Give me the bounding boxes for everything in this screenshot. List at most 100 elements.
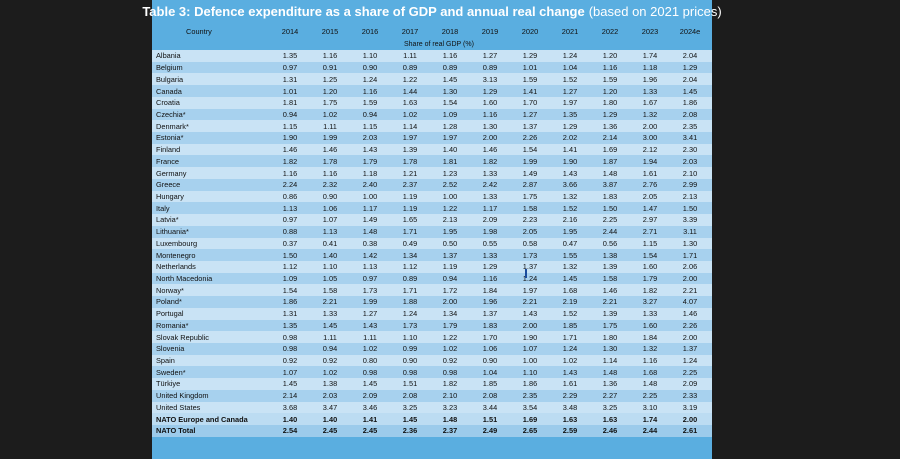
- value-cell: 1.90: [522, 332, 538, 342]
- value-cell: 2.42: [482, 180, 498, 190]
- country-cell: United States: [156, 402, 201, 412]
- value-cell: 0.98: [402, 367, 418, 377]
- value-cell: 1.83: [602, 191, 618, 201]
- value-cell: 1.16: [282, 168, 298, 178]
- table-title: Table 3: Defence expenditure as a share …: [142, 0, 721, 22]
- table-row: Germany 1.16 1.16 1.18 1.21 1.23 1.33 1.49 1.43 1…: [152, 167, 712, 179]
- value-cell: 2.24: [282, 180, 298, 190]
- value-cell: 0.80: [362, 356, 378, 366]
- table-row: Netherlands 1.12 1.10 1.13 1.12 1.19 1.29 1.37 1…: [152, 260, 712, 273]
- value-cell: 0.99: [402, 344, 418, 354]
- country-cell: Portugal: [156, 309, 184, 319]
- value-cell: 0.89: [402, 274, 418, 284]
- table-subheader-row: Share of real GDP (%): [152, 38, 712, 50]
- value-cell: 1.27: [482, 51, 498, 61]
- value-cell: 1.27: [522, 109, 538, 119]
- value-cell: 0.98: [282, 332, 298, 342]
- value-cell: 1.19: [402, 191, 418, 201]
- table-row: Luxembourg 0.37 0.41 0.38 0.49 0.50 0.55 0.58 0.…: [152, 237, 712, 250]
- table-row: Albania 1.35 1.16 1.10 1.11 1.16 1.27 1.29 1.24 1…: [152, 50, 712, 62]
- value-cell: 1.30: [442, 86, 458, 96]
- value-cell: 0.47: [562, 238, 578, 248]
- value-cell: 1.14: [602, 356, 618, 366]
- value-cell: 0.89: [482, 63, 498, 73]
- value-cell: 1.11: [323, 121, 337, 131]
- value-cell: 2.32: [322, 180, 338, 190]
- value-cell: 1.10: [322, 262, 338, 272]
- country-cell: Lithuania*: [156, 227, 189, 237]
- value-cell: 2.27: [602, 391, 618, 401]
- value-cell: 3.46: [362, 402, 378, 412]
- value-cell: 2.25: [602, 215, 618, 225]
- value-cell: 1.04: [482, 367, 498, 377]
- defence-expenditure-table: Country 2014 2015 2016 2017 2018 2019 2020 2021…: [152, 24, 712, 459]
- value-cell: 2.00: [682, 274, 698, 284]
- value-cell: 1.79: [642, 274, 658, 284]
- value-cell: 1.71: [682, 250, 698, 260]
- country-cell: Hungary: [156, 191, 184, 201]
- value-cell: 1.74: [642, 51, 658, 61]
- value-cell: 1.29: [522, 51, 538, 61]
- value-cell: 1.84: [482, 285, 498, 295]
- value-cell: 1.35: [282, 320, 298, 330]
- value-cell: 1.96: [482, 297, 498, 307]
- value-cell: 0.94: [322, 344, 338, 354]
- value-cell: 1.43: [362, 145, 378, 155]
- value-cell: 2.26: [522, 133, 538, 143]
- value-cell: 1.32: [642, 344, 658, 354]
- value-cell: 1.29: [682, 63, 698, 73]
- value-cell: 1.97: [402, 133, 418, 143]
- value-cell: 2.35: [522, 391, 538, 401]
- value-cell: 1.29: [562, 121, 578, 131]
- table-row: Belgium 0.97 0.91 0.90 0.89 0.89 0.89 1.01 1.04 1…: [152, 61, 712, 74]
- value-cell: 0.90: [322, 191, 338, 201]
- value-cell: 2.76: [642, 180, 658, 190]
- value-cell: 2.14: [602, 133, 618, 143]
- value-cell: 2.59: [562, 426, 578, 436]
- value-cell: 1.43: [362, 320, 378, 330]
- country-cell: Poland*: [156, 297, 182, 307]
- value-cell: 2.05: [522, 227, 538, 237]
- value-cell: 1.50: [682, 203, 698, 213]
- value-cell: 2.12: [642, 145, 658, 155]
- value-cell: 1.95: [442, 227, 458, 237]
- value-cell: 3.13: [482, 74, 498, 84]
- value-cell: 1.22: [442, 332, 458, 342]
- value-cell: 2.37: [442, 426, 458, 436]
- value-cell: 1.39: [402, 145, 418, 155]
- header-year: 2022: [601, 26, 619, 36]
- value-cell: 1.97: [522, 285, 538, 295]
- value-cell: 0.94: [362, 109, 378, 119]
- header-year: 2018: [441, 26, 459, 36]
- value-cell: 1.81: [282, 98, 298, 108]
- value-cell: 1.61: [642, 168, 658, 178]
- value-cell: 1.36: [602, 121, 618, 131]
- value-cell: 1.86: [682, 98, 698, 108]
- value-cell: 1.33: [482, 250, 498, 260]
- table-row: Latvia* 0.97 1.07 1.49 1.65 2.13 2.09 2.23 2.16 2…: [152, 214, 712, 226]
- table-row: Bulgaria 1.31 1.25 1.24 1.22 1.45 3.13 1.59 1.52…: [152, 73, 712, 86]
- value-cell: 0.98: [282, 344, 298, 354]
- value-cell: 1.45: [322, 320, 338, 330]
- value-cell: 1.40: [282, 414, 298, 424]
- value-cell: 1.29: [482, 262, 498, 272]
- value-cell: 1.11: [403, 51, 417, 61]
- value-cell: 1.38: [602, 250, 618, 260]
- value-cell: 1.59: [522, 74, 538, 84]
- country-cell: Germany: [156, 168, 187, 178]
- value-cell: 1.24: [562, 51, 578, 61]
- value-cell: 1.24: [522, 274, 538, 284]
- value-cell: 1.37: [522, 262, 538, 272]
- country-cell: Belgium: [156, 63, 183, 73]
- value-cell: 2.03: [682, 156, 698, 166]
- value-cell: 1.67: [642, 98, 658, 108]
- value-cell: 1.06: [322, 203, 338, 213]
- country-cell: France: [156, 156, 180, 166]
- value-cell: 1.99: [322, 133, 338, 143]
- value-cell: 2.19: [562, 297, 578, 307]
- value-cell: 1.38: [322, 379, 338, 389]
- value-cell: 1.79: [362, 156, 378, 166]
- value-cell: 1.15: [362, 121, 378, 131]
- value-cell: 0.97: [282, 63, 298, 73]
- value-cell: 1.05: [322, 274, 338, 284]
